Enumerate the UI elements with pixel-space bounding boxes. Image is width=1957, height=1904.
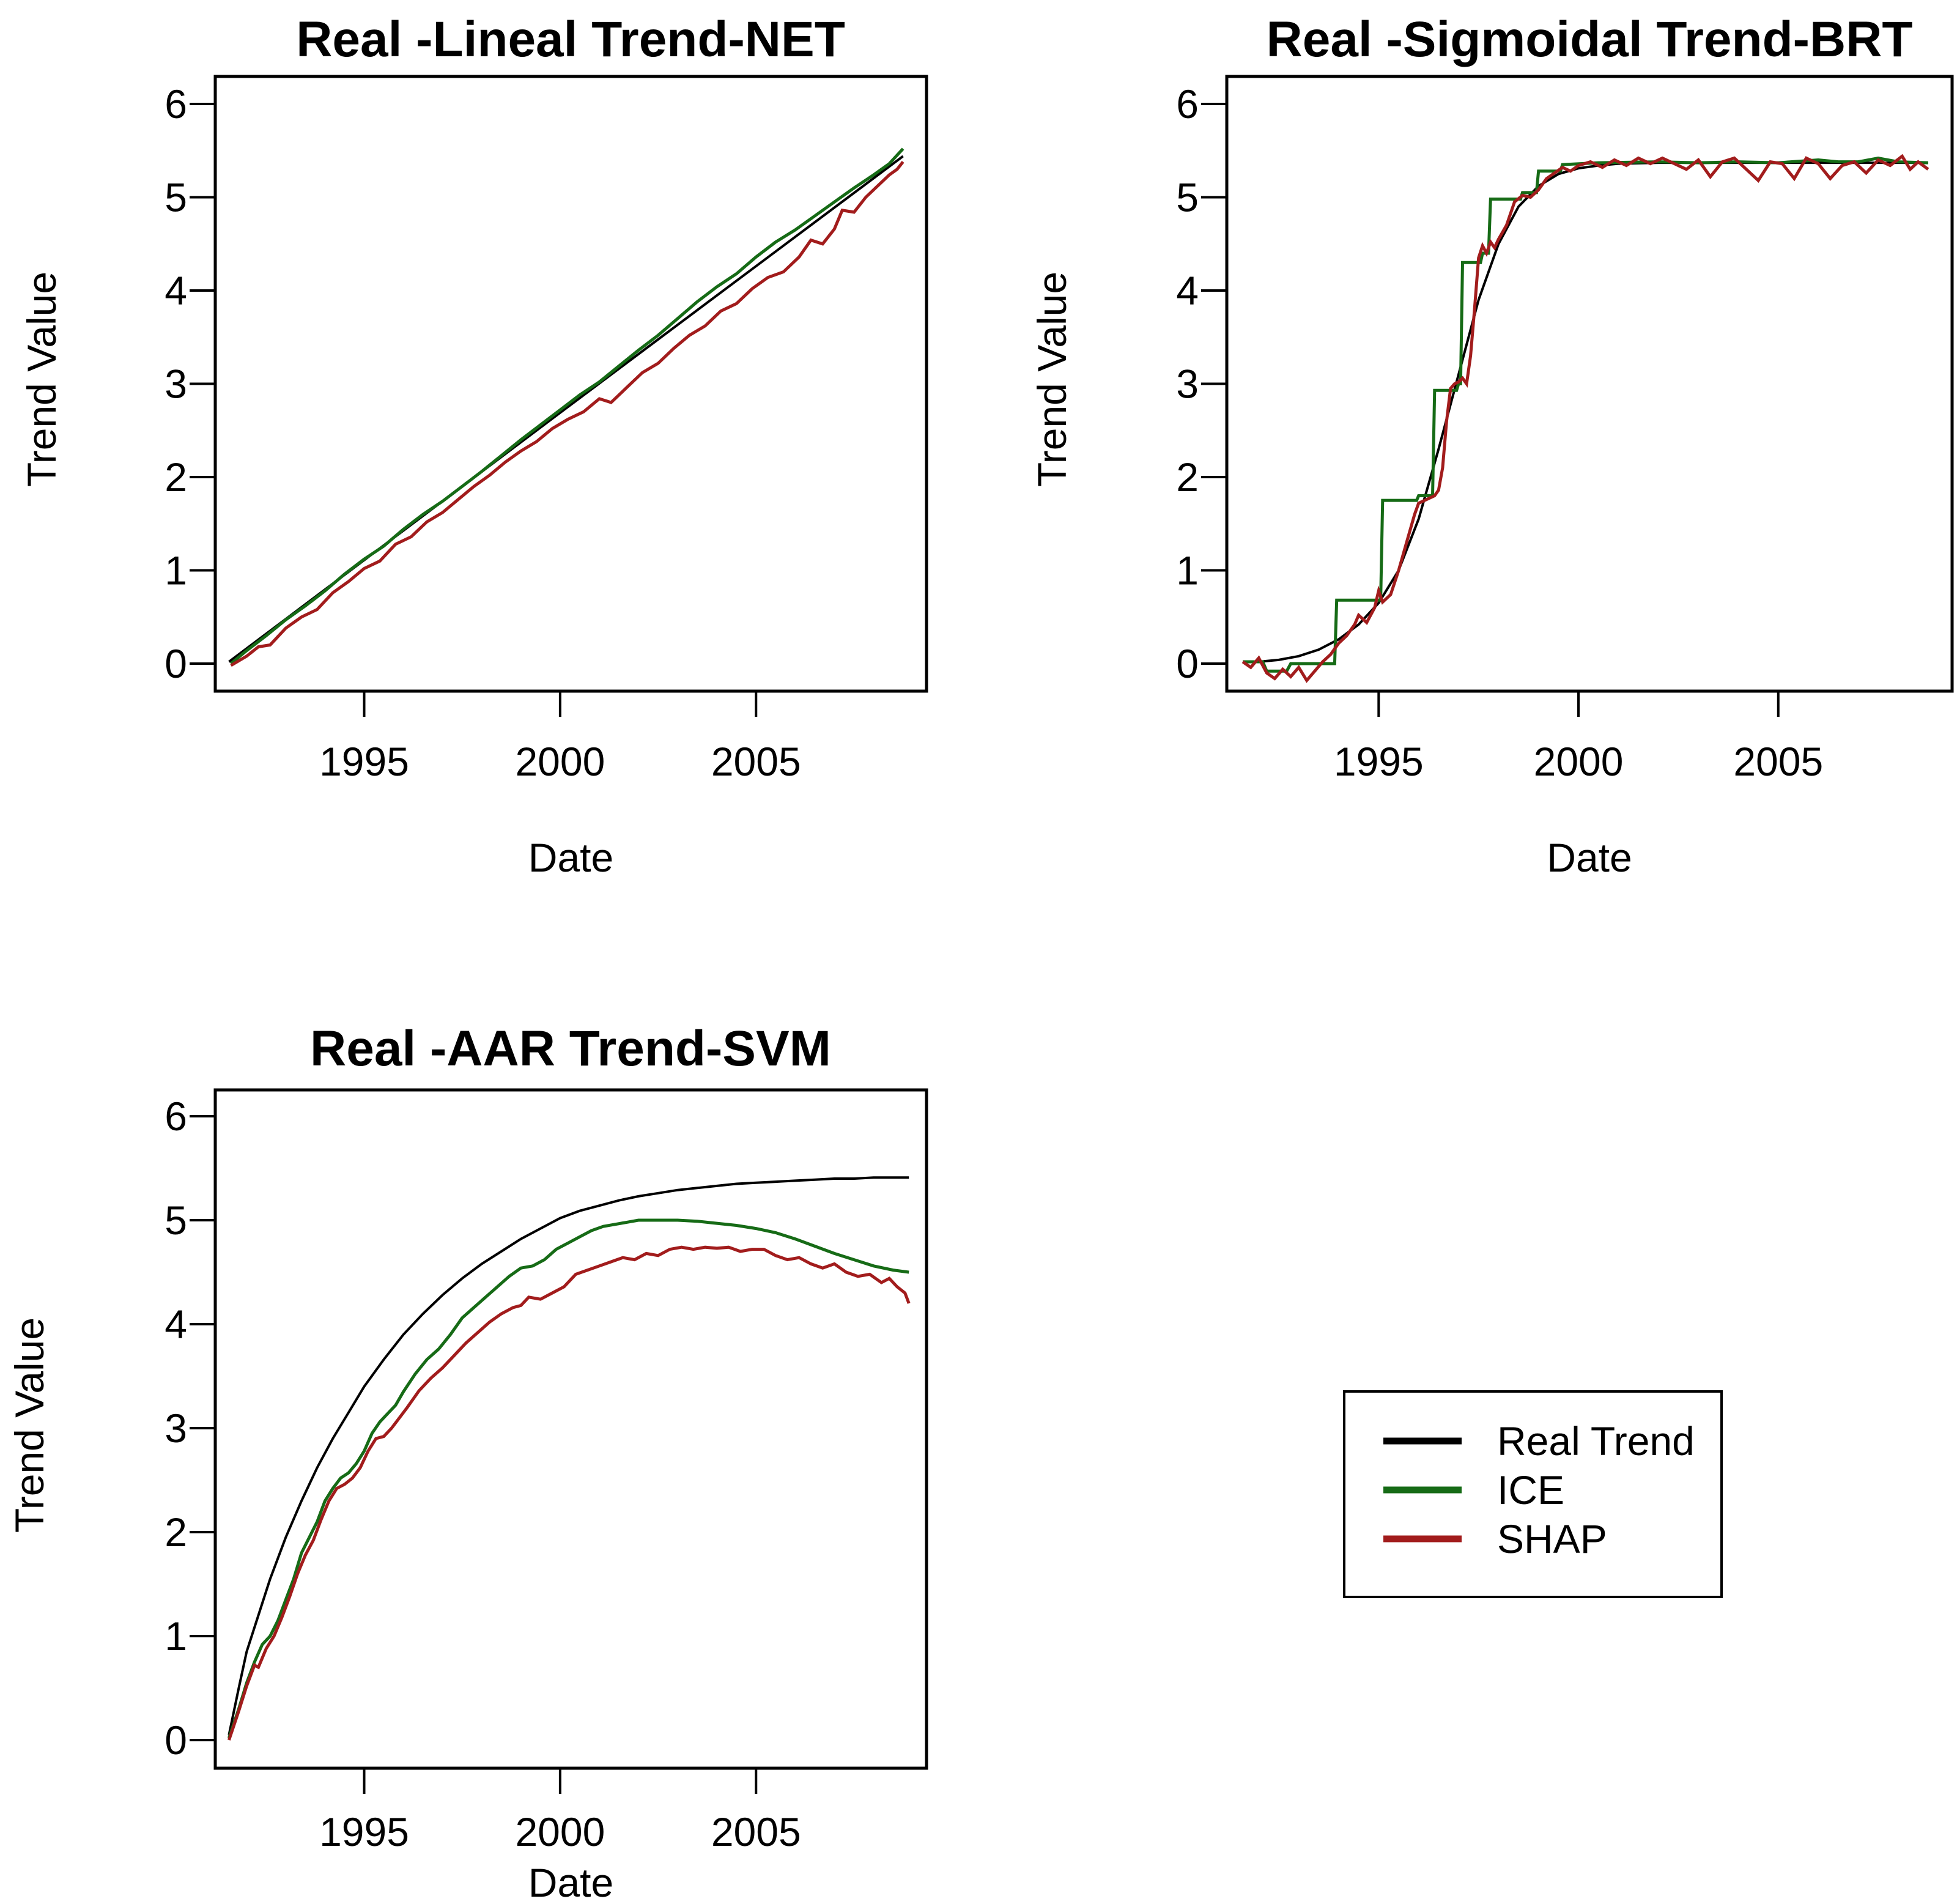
legend-item: ICE [1383, 1467, 1564, 1513]
series-real-line [228, 1176, 909, 1735]
legend-box [1343, 1390, 1723, 1598]
y-tick-label: 6 [1176, 81, 1199, 127]
y-axis-label: Trend Value [19, 272, 64, 487]
x-tick-label: 2005 [711, 1809, 801, 1854]
chart-title: Real -Sigmoidal Trend-BRT [1267, 12, 1913, 67]
y-tick-label: 5 [165, 175, 187, 220]
x-tick-label: 1995 [319, 739, 409, 784]
x-tick-label: 2000 [515, 1809, 605, 1854]
y-tick-label: 5 [165, 1198, 187, 1243]
series-shap-line [228, 1245, 911, 1741]
x-tick-label: 2000 [515, 739, 605, 784]
x-axis-label: Date [1547, 835, 1632, 880]
series-shap-line [230, 161, 905, 667]
x-tick-label: 1995 [1334, 739, 1424, 784]
y-tick-label: 3 [1176, 361, 1199, 407]
panel-sigmoidal-brt: Real -Sigmoidal Trend-BRT 0 1 2 3 4 5 6 1995 2000… [1029, 12, 1954, 880]
legend-label: SHAP [1497, 1516, 1607, 1561]
y-tick-label: 6 [165, 1094, 187, 1139]
y-tick-label: 2 [1176, 454, 1199, 500]
y-tick-label: 3 [165, 1406, 187, 1451]
chart-title: Real -Lineal Trend-NET [296, 12, 845, 67]
y-axis-label: Trend Value [7, 1317, 52, 1533]
y-tick-label: 4 [165, 268, 187, 313]
y-tick-label: 2 [165, 1509, 187, 1555]
y-axis-label: Trend Value [1029, 272, 1075, 487]
y-tick-label: 3 [165, 361, 187, 407]
y-tick-label: 6 [165, 81, 187, 127]
legend-label: ICE [1497, 1467, 1564, 1513]
panel-lineal-net: Real -Lineal Trend-NET 0 1 2 3 4 5 6 1995 2000 200… [19, 12, 928, 880]
x-axis-label: Date [528, 835, 613, 880]
y-tick-label: 1 [165, 1613, 187, 1659]
y-tick-label: 0 [165, 1717, 187, 1763]
y-tick-label: 0 [165, 641, 187, 686]
panel-aar-svm: Real -AAR Trend-SVM 0 1 2 3 4 5 6 1995 2000 2005 Da… [7, 1021, 928, 1904]
y-tick-label: 4 [1176, 268, 1199, 313]
series-real-line [1243, 161, 1928, 663]
series-ice-line [228, 1218, 909, 1739]
legend-item: SHAP [1383, 1516, 1607, 1561]
y-tick-label: 4 [165, 1302, 187, 1347]
series-ice-line [1243, 156, 1928, 673]
legend-label: Real Trend [1497, 1418, 1695, 1464]
y-tick-label: 2 [165, 454, 187, 500]
x-axis-label: Date [528, 1860, 613, 1904]
y-tick-label: 0 [1176, 641, 1199, 686]
plot-box [213, 75, 928, 693]
x-tick-label: 1995 [319, 1809, 409, 1854]
x-tick-label: 2000 [1534, 739, 1624, 784]
series-shap-line [1241, 154, 1929, 683]
chart-title: Real -AAR Trend-SVM [310, 1021, 831, 1076]
plot-box [213, 1088, 928, 1770]
series-ice-line [230, 147, 905, 665]
y-tick-label: 5 [1176, 175, 1199, 220]
x-tick-label: 2005 [711, 739, 801, 784]
y-tick-label: 1 [1176, 548, 1199, 593]
x-tick-label: 2005 [1733, 739, 1823, 784]
legend-item: Real Trend [1383, 1418, 1695, 1464]
y-tick-label: 1 [165, 548, 187, 593]
